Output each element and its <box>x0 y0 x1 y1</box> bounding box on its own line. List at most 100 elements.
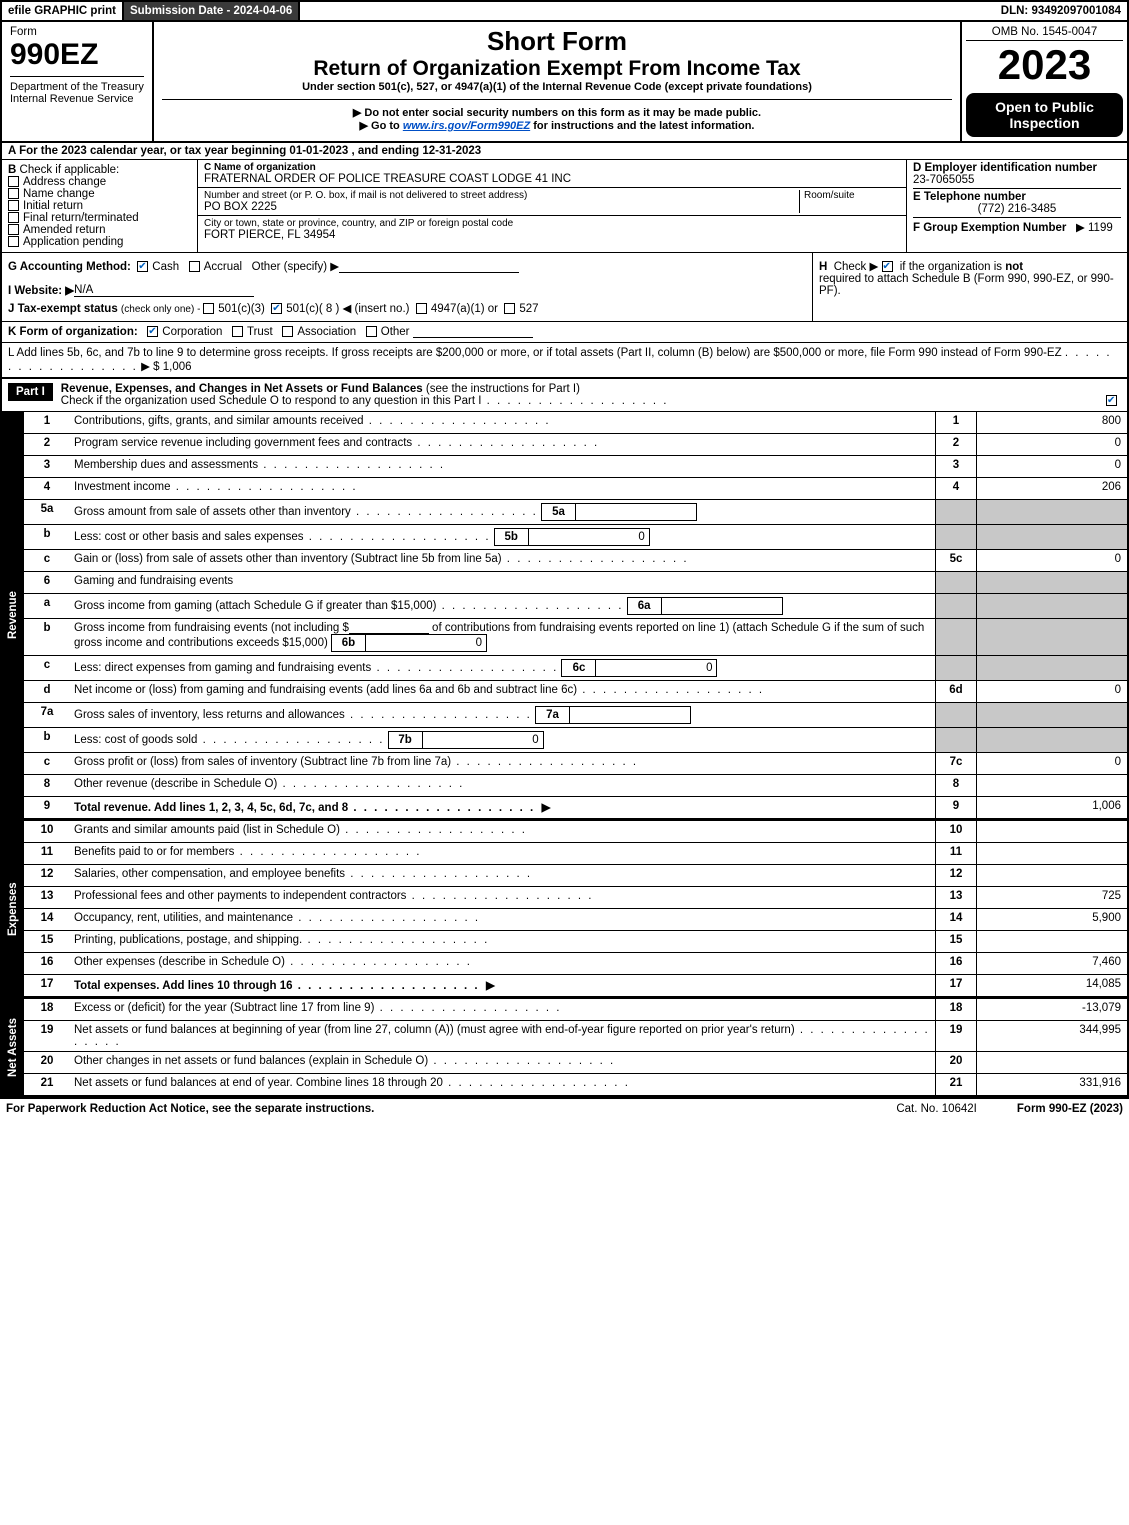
dln: DLN: 93492097001084 <box>995 2 1127 20</box>
section-c: C Name of organization FRATERNAL ORDER O… <box>198 160 907 252</box>
netassets-sidelabel: Net Assets <box>2 999 24 1096</box>
line-2-colno: 2 <box>935 434 977 455</box>
line-21-val: 331,916 <box>977 1074 1127 1095</box>
group-exemption: 1199 <box>1088 222 1113 234</box>
line-13: 13 Professional fees and other payments … <box>24 887 1127 909</box>
line-5b-val <box>977 525 1127 549</box>
line-14: 14 Occupancy, rent, utilities, and maint… <box>24 909 1127 931</box>
line-5c: c Gain or (loss) from sale of assets oth… <box>24 550 1127 572</box>
section-a: A For the 2023 calendar year, or tax yea… <box>2 143 1127 160</box>
line-8-colno: 8 <box>935 775 977 796</box>
chk-address-change[interactable] <box>8 176 19 187</box>
line-13-colno: 13 <box>935 887 977 908</box>
chk-other-org[interactable] <box>366 326 377 337</box>
street: PO BOX 2225 <box>204 201 795 213</box>
line-18-val: -13,079 <box>977 999 1127 1020</box>
line-1-val: 800 <box>977 412 1127 433</box>
line-5c-colno: 5c <box>935 550 977 571</box>
section-k: K Form of organization: Corporation Trus… <box>2 322 1127 343</box>
line-18-desc: Excess or (deficit) for the year (Subtra… <box>70 999 935 1020</box>
chk-trust[interactable] <box>232 326 243 337</box>
line-2-desc: Program service revenue including govern… <box>70 434 935 455</box>
short-form-title: Short Form <box>162 26 952 57</box>
line-5c-val: 0 <box>977 550 1127 571</box>
line-6b-val <box>977 619 1127 655</box>
chk-assoc[interactable] <box>282 326 293 337</box>
line-9: 9 Total revenue. Add lines 1, 2, 3, 4, 5… <box>24 797 1127 819</box>
line-6b-desc: Gross income from fundraising events (no… <box>70 619 935 655</box>
line-7b-val <box>977 728 1127 752</box>
line-21-no: 21 <box>24 1074 70 1095</box>
line-16-val: 7,460 <box>977 953 1127 974</box>
line-6c-val <box>977 656 1127 680</box>
line-16-desc: Other expenses (describe in Schedule O) <box>70 953 935 974</box>
section-g: G Accounting Method: Cash Accrual Other … <box>8 259 806 273</box>
chk-application-pending[interactable] <box>8 236 19 247</box>
line-17-colno: 17 <box>935 975 977 996</box>
line-11-no: 11 <box>24 843 70 864</box>
line-15-desc: Printing, publications, postage, and shi… <box>70 931 935 952</box>
irs-link[interactable]: www.irs.gov/Form990EZ <box>403 120 530 132</box>
city-state-zip: FORT PIERCE, FL 34954 <box>204 229 900 241</box>
org-name: FRATERNAL ORDER OF POLICE TREASURE COAST… <box>204 173 900 185</box>
line-5b: b Less: cost or other basis and sales ex… <box>24 525 1127 550</box>
line-6a-desc: Gross income from gaming (attach Schedul… <box>70 594 935 618</box>
line-5b-colno <box>935 525 977 549</box>
line-6c-subbox: 6c0 <box>561 659 717 677</box>
line-3-no: 3 <box>24 456 70 477</box>
line-20-no: 20 <box>24 1052 70 1073</box>
expenses-section: Expenses 10 Grants and similar amounts p… <box>2 819 1127 997</box>
line-6: 6 Gaming and fundraising events <box>24 572 1127 594</box>
line-7c-val: 0 <box>977 753 1127 774</box>
chk-accrual[interactable] <box>189 261 200 272</box>
goto-line: Go to www.irs.gov/Form990EZ for instruct… <box>162 119 952 132</box>
line-19-no: 19 <box>24 1021 70 1051</box>
line-15-no: 15 <box>24 931 70 952</box>
line-6a-colno <box>935 594 977 618</box>
omb-number: OMB No. 1545-0047 <box>966 26 1123 41</box>
line-7a-desc: Gross sales of inventory, less returns a… <box>70 703 935 727</box>
line-5a-val <box>977 500 1127 524</box>
line-7b-colno <box>935 728 977 752</box>
line-3: 3 Membership dues and assessments3 0 <box>24 456 1127 478</box>
form-header: Form 990EZ Department of the Treasury In… <box>2 22 1127 143</box>
line-7b-subbox: 7b0 <box>388 731 544 749</box>
chk-4947[interactable] <box>416 303 427 314</box>
chk-amended[interactable] <box>8 224 19 235</box>
line-7a-subbox: 7a <box>535 706 691 724</box>
line-7c: c Gross profit or (loss) from sales of i… <box>24 753 1127 775</box>
chk-name-change[interactable] <box>8 188 19 199</box>
chk-527[interactable] <box>504 303 515 314</box>
section-i: I Website: ▶N/A <box>8 283 806 297</box>
line-6d-desc: Net income or (loss) from gaming and fun… <box>70 681 935 702</box>
line-5b-no: b <box>24 525 70 549</box>
line-14-desc: Occupancy, rent, utilities, and maintena… <box>70 909 935 930</box>
line-3-colno: 3 <box>935 456 977 477</box>
chk-501c[interactable] <box>271 303 282 314</box>
line-18-no: 18 <box>24 999 70 1020</box>
line-8-no: 8 <box>24 775 70 796</box>
chk-cash[interactable] <box>137 261 148 272</box>
website: N/A <box>74 284 254 297</box>
line-1-colno: 1 <box>935 412 977 433</box>
section-j: J Tax-exempt status (check only one) - 5… <box>8 301 806 315</box>
line-6c-desc: Less: direct expenses from gaming and fu… <box>70 656 935 680</box>
chk-501c3[interactable] <box>203 303 214 314</box>
line-7c-colno: 7c <box>935 753 977 774</box>
line-11-val <box>977 843 1127 864</box>
chk-schedule-o[interactable] <box>1106 395 1117 406</box>
gross-receipts: 1,006 <box>163 361 192 373</box>
chk-initial-return[interactable] <box>8 200 19 211</box>
revenue-section: Revenue 1 Contributions, gifts, grants, … <box>2 412 1127 819</box>
line-12: 12 Salaries, other compensation, and emp… <box>24 865 1127 887</box>
chk-h[interactable] <box>882 261 893 272</box>
line-6c-no: c <box>24 656 70 680</box>
line-7b-no: b <box>24 728 70 752</box>
chk-corp[interactable] <box>147 326 158 337</box>
efile-print-button[interactable]: efile GRAPHIC print <box>2 2 124 20</box>
chk-final-return[interactable] <box>8 212 19 223</box>
submission-date: Submission Date - 2024-04-06 <box>124 2 300 20</box>
line-10-colno: 10 <box>935 821 977 842</box>
line-7b: b Less: cost of goods sold 7b0 <box>24 728 1127 753</box>
line-5a-subval <box>576 504 696 520</box>
